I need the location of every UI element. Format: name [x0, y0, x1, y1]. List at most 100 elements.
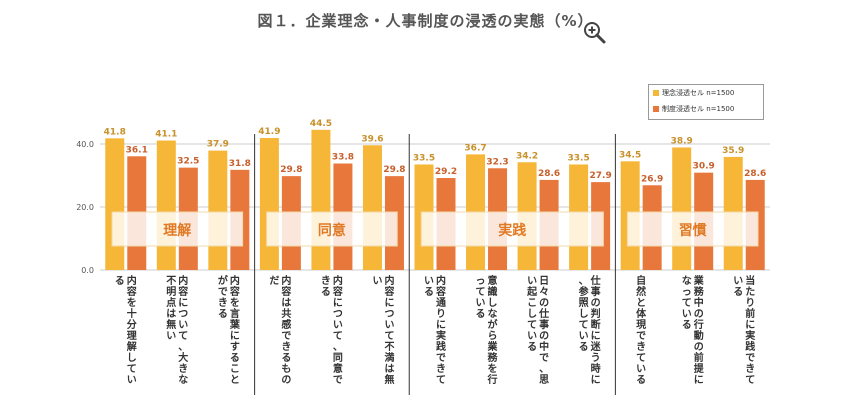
- category-label-char: 容: [435, 285, 446, 298]
- data-label: 41.9: [258, 127, 280, 137]
- category-label-char: 不: [166, 275, 176, 287]
- category-label-char: 迷: [590, 340, 602, 353]
- category-label-char: を: [230, 297, 240, 309]
- category-label-char: な: [488, 308, 498, 320]
- category-label-char: て: [333, 330, 343, 342]
- data-label: 35.9: [722, 146, 744, 156]
- category-label-char: て: [178, 330, 188, 342]
- category-label-char: に: [178, 297, 188, 309]
- y-tick-label: 20.0: [76, 203, 94, 212]
- bar-1: [362, 145, 382, 270]
- category-label-char: る: [115, 275, 125, 287]
- category-label-char: に: [694, 374, 704, 386]
- legend-label-series-1: 理念浸透セル n=1500: [662, 89, 735, 97]
- category-label-char: は: [281, 297, 291, 309]
- category-label-char: の: [694, 342, 704, 353]
- category-label-char: 無: [384, 373, 394, 386]
- bar-1: [105, 138, 125, 270]
- category-label-char: を: [127, 297, 137, 309]
- zoom-in-icon[interactable]: [582, 20, 608, 46]
- data-label: 28.6: [744, 169, 766, 179]
- category-label-char: も: [281, 363, 291, 375]
- category-label-char: い: [372, 276, 382, 287]
- data-label: 28.6: [538, 169, 560, 179]
- data-label: 34.5: [619, 150, 641, 160]
- category-label-char: の: [281, 375, 291, 386]
- category-label-char: の: [539, 331, 549, 342]
- category-label-char: 明: [166, 286, 176, 298]
- category-label-char: っ: [682, 287, 692, 298]
- category-label-char: 識: [488, 285, 498, 298]
- group-banner: [111, 211, 244, 247]
- category-label-char: た: [745, 286, 755, 298]
- category-label-char: 仕: [590, 274, 601, 287]
- category-label-char: す: [230, 341, 240, 353]
- category-label-char: 容: [332, 285, 343, 298]
- legend-label-series-2: 制度浸透セル n=1500: [662, 105, 735, 113]
- category-label-char: 然: [636, 285, 646, 298]
- category-label-char: で: [281, 330, 291, 342]
- category-label-char: 務: [694, 285, 705, 298]
- category-label-char: り: [745, 297, 755, 309]
- category-label-char: る: [476, 308, 486, 320]
- category-label-char: つ: [384, 309, 394, 320]
- data-label: 32.3: [486, 157, 508, 167]
- data-label: 29.2: [435, 167, 457, 177]
- category-label-char: 照: [579, 297, 589, 309]
- category-label-char: で: [333, 374, 343, 386]
- category-label-char: て: [527, 319, 537, 331]
- category-label-char: と: [636, 297, 646, 309]
- category-label-char: 参: [579, 285, 589, 298]
- bar-1: [156, 140, 176, 270]
- category-label-char: る: [636, 374, 646, 386]
- category-label-char: 同: [333, 352, 343, 364]
- category-label-char: つ: [333, 309, 343, 320]
- category-label-char: る: [527, 341, 537, 353]
- category-label-char: 内: [333, 274, 343, 287]
- category-label-char: 内: [281, 274, 291, 287]
- category-label-char: き: [178, 363, 188, 375]
- group-banner: [266, 211, 398, 247]
- category-label-char: に: [745, 319, 755, 331]
- category-label-char: 時: [591, 362, 601, 375]
- category-label-char: に: [591, 374, 601, 386]
- category-label-char: ら: [488, 330, 498, 342]
- category-label-char: し: [579, 308, 589, 320]
- category-label-char: る: [733, 286, 743, 298]
- category-label-char: 前: [745, 307, 755, 320]
- category-label-char: き: [218, 297, 228, 309]
- category-label-char: し: [127, 352, 137, 364]
- category-label-char: 実: [436, 329, 446, 342]
- category-label-char: 点: [166, 296, 176, 309]
- category-label-char: し: [527, 308, 537, 320]
- data-label: 31.8: [229, 159, 251, 169]
- data-label: 41.1: [155, 130, 177, 140]
- category-label-char: て: [579, 319, 589, 331]
- category-label-char: い: [178, 320, 188, 331]
- category-label-char: る: [321, 286, 331, 298]
- category-label-char: 、: [579, 276, 589, 287]
- category-label-char: な: [178, 374, 188, 386]
- category-label-char: き: [321, 275, 331, 287]
- group-banner: [626, 211, 759, 247]
- category-label-char: だ: [269, 275, 279, 287]
- category-label-char: と: [230, 374, 240, 386]
- category-label-char: で: [636, 330, 646, 342]
- category-label-char: 満: [384, 351, 394, 364]
- category-label-char: に: [591, 330, 601, 342]
- category-label-char: 感: [281, 318, 291, 331]
- category-label-char: て: [636, 352, 646, 364]
- data-label: 37.9: [207, 140, 229, 150]
- category-label-char: の: [694, 309, 704, 320]
- category-label-char: 不: [384, 341, 394, 353]
- category-label-char: 践: [745, 340, 755, 353]
- category-label-char: は: [166, 308, 176, 320]
- category-label-char: な: [682, 275, 692, 287]
- category-label-char: り: [436, 308, 446, 320]
- bar-1: [208, 150, 228, 270]
- group-label: 習慣: [679, 222, 707, 239]
- category-label-char: 思: [539, 374, 549, 386]
- category-label-char: き: [281, 341, 291, 353]
- category-label-char: い: [527, 331, 537, 342]
- category-label-char: 内: [178, 274, 188, 287]
